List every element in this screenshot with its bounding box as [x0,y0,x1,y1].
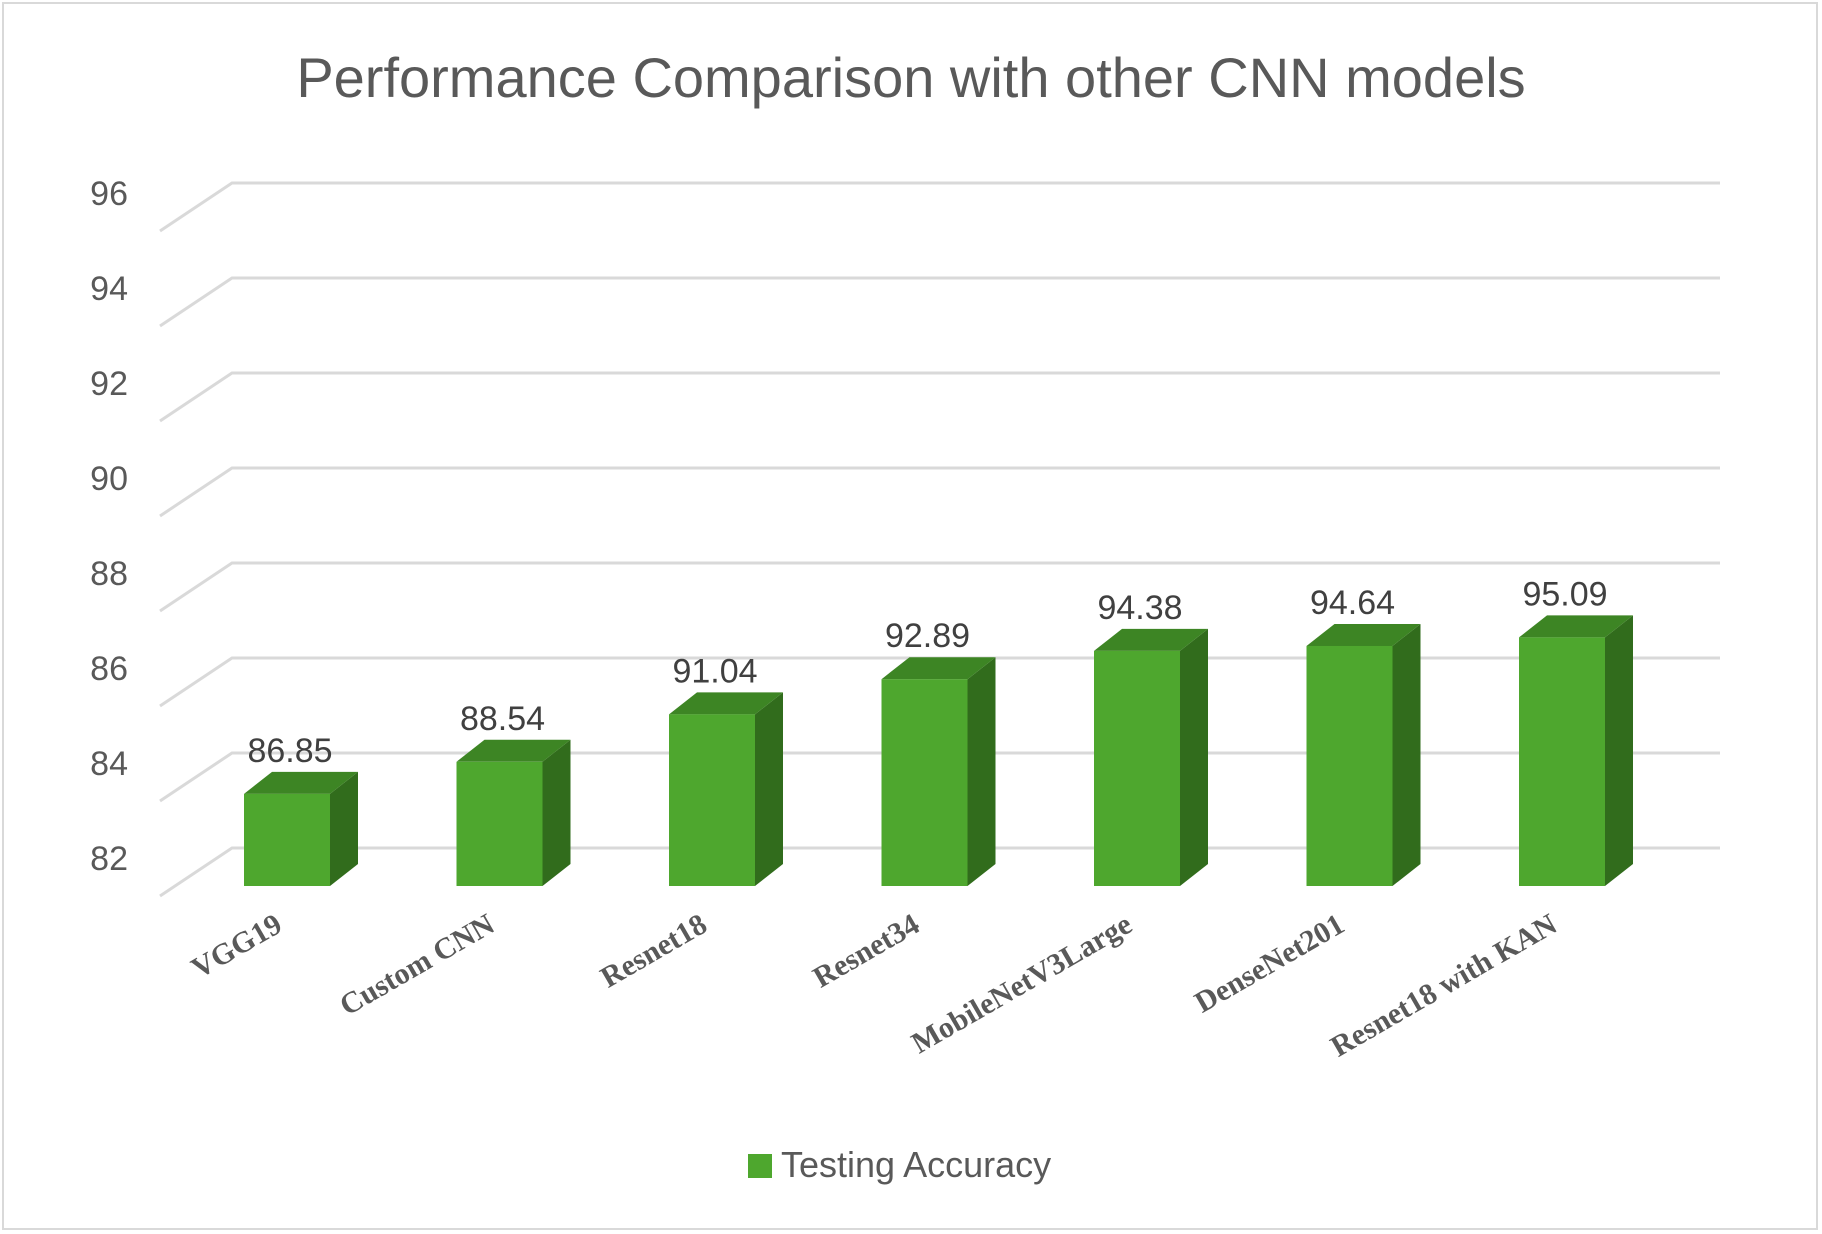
bar-top [669,692,783,715]
x-tick-label: MobileNetV3Large [906,907,1138,1060]
bar-top [1306,623,1421,646]
bar-front [669,714,755,886]
legend: Testing Accuracy [748,1144,1051,1185]
data-label: 86.85 [247,732,332,770]
x-tick-label: VGG19 [186,907,288,985]
gridline [159,181,1720,233]
gridline [159,371,1720,423]
bar-top [1094,628,1208,651]
bar [669,692,783,886]
y-tick-label: 96 [90,175,128,213]
x-tick-label: Resnet18 with KAN [1325,907,1563,1063]
data-label: 92.89 [885,617,970,655]
bar [881,657,996,886]
bar-top [244,771,358,794]
x-tick-label: Resnet18 [595,907,713,994]
x-tick-label: Resnet34 [807,907,925,994]
bar-front [1519,637,1605,886]
bar [1094,628,1208,886]
bar-front [881,679,968,886]
y-axis: 82 84 86 88 90 92 94 96 [90,175,128,878]
bar-side [542,739,571,886]
bar-top [881,657,996,680]
gridline [159,561,1720,613]
gridline [159,751,1720,803]
grid [159,181,1720,898]
legend-label: Testing Accuracy [781,1144,1051,1185]
data-label: 94.64 [1310,584,1395,622]
bar [456,739,571,886]
data-label: 88.54 [460,700,545,738]
data-label: 94.38 [1097,589,1182,627]
data-label: 91.04 [672,652,757,690]
bar-side [1605,615,1633,886]
y-tick-label: 90 [90,460,128,498]
bar-front [456,761,543,886]
data-label: 95.09 [1522,575,1607,613]
bar [244,771,358,886]
data-labels: 86.85 88.54 91.04 92.89 94.38 94.64 95.09 [247,575,1607,769]
bar-side [755,692,783,886]
gridline [159,276,1720,328]
legend-swatch [748,1154,772,1178]
bar-side [1392,623,1421,886]
chart-title: Performance Comparison with other CNN mo… [296,46,1525,109]
bar-side [330,771,358,886]
bar-front [1094,650,1180,886]
bar-top [1519,615,1633,638]
gridline [159,656,1720,708]
y-tick-label: 92 [90,365,128,403]
bar-side [967,657,996,886]
bar [1306,623,1421,886]
y-tick-label: 82 [90,840,128,878]
gridline [159,466,1720,518]
bar-side [1180,628,1208,886]
bar [1519,615,1633,886]
bars [244,615,1633,886]
y-tick-label: 94 [90,270,128,308]
x-tick-label: DenseNet201 [1189,907,1350,1019]
y-tick-label: 86 [90,650,128,688]
bar-front [244,793,330,886]
y-tick-label: 88 [90,555,128,593]
x-axis: VGG19 Custom CNN Resnet18 Resnet34MobileNet… [186,907,1563,1063]
bar-top [456,739,571,762]
y-tick-label: 84 [90,745,128,783]
gridline [159,846,1720,898]
bar-front [1306,645,1393,886]
x-tick-label: Custom CNN [334,907,500,1022]
